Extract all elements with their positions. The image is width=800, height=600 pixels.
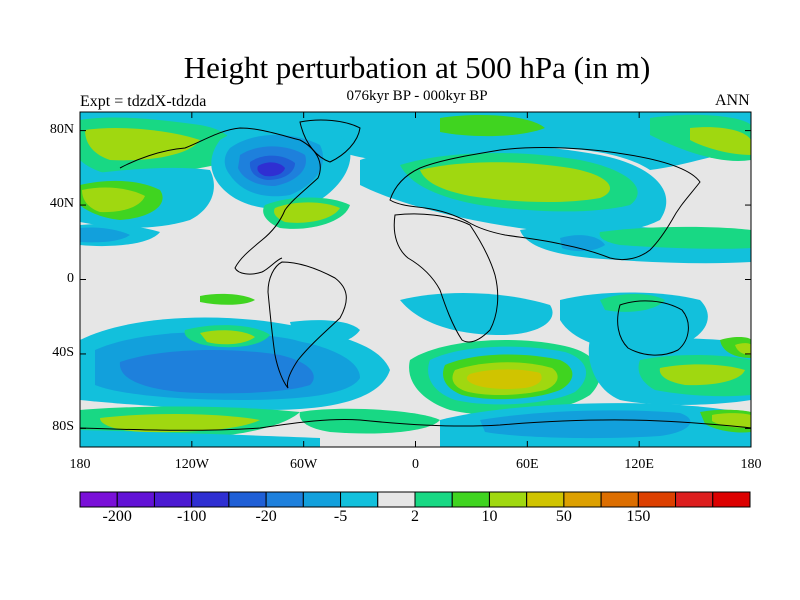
contour-field <box>80 112 751 447</box>
contour-fill-pos <box>440 115 545 137</box>
contour-fill-neg <box>80 430 320 447</box>
colorbar-swatch <box>302 491 342 508</box>
contour-fill-neg <box>400 293 553 335</box>
lon-tick-label: 120E <box>624 457 654 472</box>
contour-fill-pos <box>200 293 255 305</box>
plot-title: Height perturbation at 500 hPa (in m) <box>183 50 651 85</box>
contour-fill-neg-mid <box>560 235 605 252</box>
contour-fill-strong <box>690 127 751 155</box>
colorbar-swatch <box>712 491 751 508</box>
lon-tick-label: 120W <box>174 457 209 472</box>
contour-fill-strong <box>274 202 340 223</box>
lat-tick-label: 80S <box>52 419 74 435</box>
colorbar-swatch <box>377 491 416 508</box>
colorbar-swatch <box>451 491 490 508</box>
lon-tick-label: 180 <box>740 457 762 472</box>
colorbar-swatch <box>600 491 639 508</box>
lon-tick-label: 60W <box>290 457 318 472</box>
coastlines <box>80 119 751 431</box>
colorbar-swatch <box>191 491 230 508</box>
colorbar-swatch <box>675 491 714 508</box>
colorbar-label: 150 <box>626 508 651 525</box>
colorbar-swatch <box>116 491 155 508</box>
coastline-europe-asia <box>389 147 701 261</box>
contour-fill-strong <box>659 364 745 386</box>
lat-tick-label: 40N <box>49 196 74 212</box>
contour-fill-pos <box>599 226 751 249</box>
season-label: ANN <box>715 92 750 109</box>
contour-fill-strong <box>82 187 145 213</box>
colorbar-swatch <box>637 491 677 508</box>
colorbar-label: 50 <box>555 508 572 525</box>
coastline-australia <box>617 300 689 356</box>
contour-fill-neg-mid <box>480 410 691 439</box>
contour-fill-strong <box>420 162 610 203</box>
colorbar-swatch <box>340 491 379 508</box>
contour-fill-strong <box>200 330 255 345</box>
lon-tick-marks <box>79 112 752 447</box>
coastline-south-america <box>267 261 347 389</box>
colorbar-swatch <box>153 491 193 508</box>
colorbar-swatch <box>414 491 453 508</box>
contour-fill-neg <box>560 292 708 352</box>
lon-tick-label: 180 <box>69 457 91 472</box>
contour-fill-pos <box>600 294 665 312</box>
colorbar-swatch <box>488 491 528 508</box>
lat-tick-marks <box>80 130 751 429</box>
colorbar <box>79 491 751 508</box>
lon-tick-label: 60E <box>516 457 539 472</box>
contour-fill-neg-max <box>257 162 285 177</box>
coastline-antarctica <box>80 418 751 431</box>
contour-fill-strong <box>735 343 751 355</box>
lon-tick-label: 0 <box>412 457 419 472</box>
period-label: 076kyr BP - 000kyr BP <box>346 88 488 104</box>
colorbar-label: 10 <box>481 508 498 525</box>
contour-fill-neg-mid <box>80 227 130 243</box>
coastline-greenland <box>299 119 361 163</box>
colorbar-swatch <box>228 491 267 508</box>
colorbar-label: -5 <box>333 508 348 525</box>
experiment-label: Expt = tdzdX-tdzda <box>80 93 207 110</box>
colorbar-swatch <box>79 491 118 508</box>
colorbar-swatch <box>563 491 602 508</box>
colorbar-label: -100 <box>176 508 207 525</box>
contour-fill-strong <box>100 414 260 433</box>
colorbar-swatch <box>265 491 304 508</box>
contour-fill-neg-strong <box>119 349 314 394</box>
lat-tick-label: 80N <box>49 121 74 137</box>
colorbar-swatch <box>526 491 565 508</box>
colorbar-label: -20 <box>255 508 277 525</box>
coastline-africa <box>393 213 499 343</box>
contour-fill-strong <box>85 128 200 161</box>
contour-fill-strong <box>712 413 751 428</box>
colorbar-label: -200 <box>102 508 132 525</box>
lat-tick-label: 0 <box>67 270 74 286</box>
colorbar-label: 2 <box>411 508 419 525</box>
lat-tick-label: 40S <box>52 344 74 360</box>
coastline-north-america <box>119 127 321 275</box>
contour-fill-max <box>466 369 542 389</box>
